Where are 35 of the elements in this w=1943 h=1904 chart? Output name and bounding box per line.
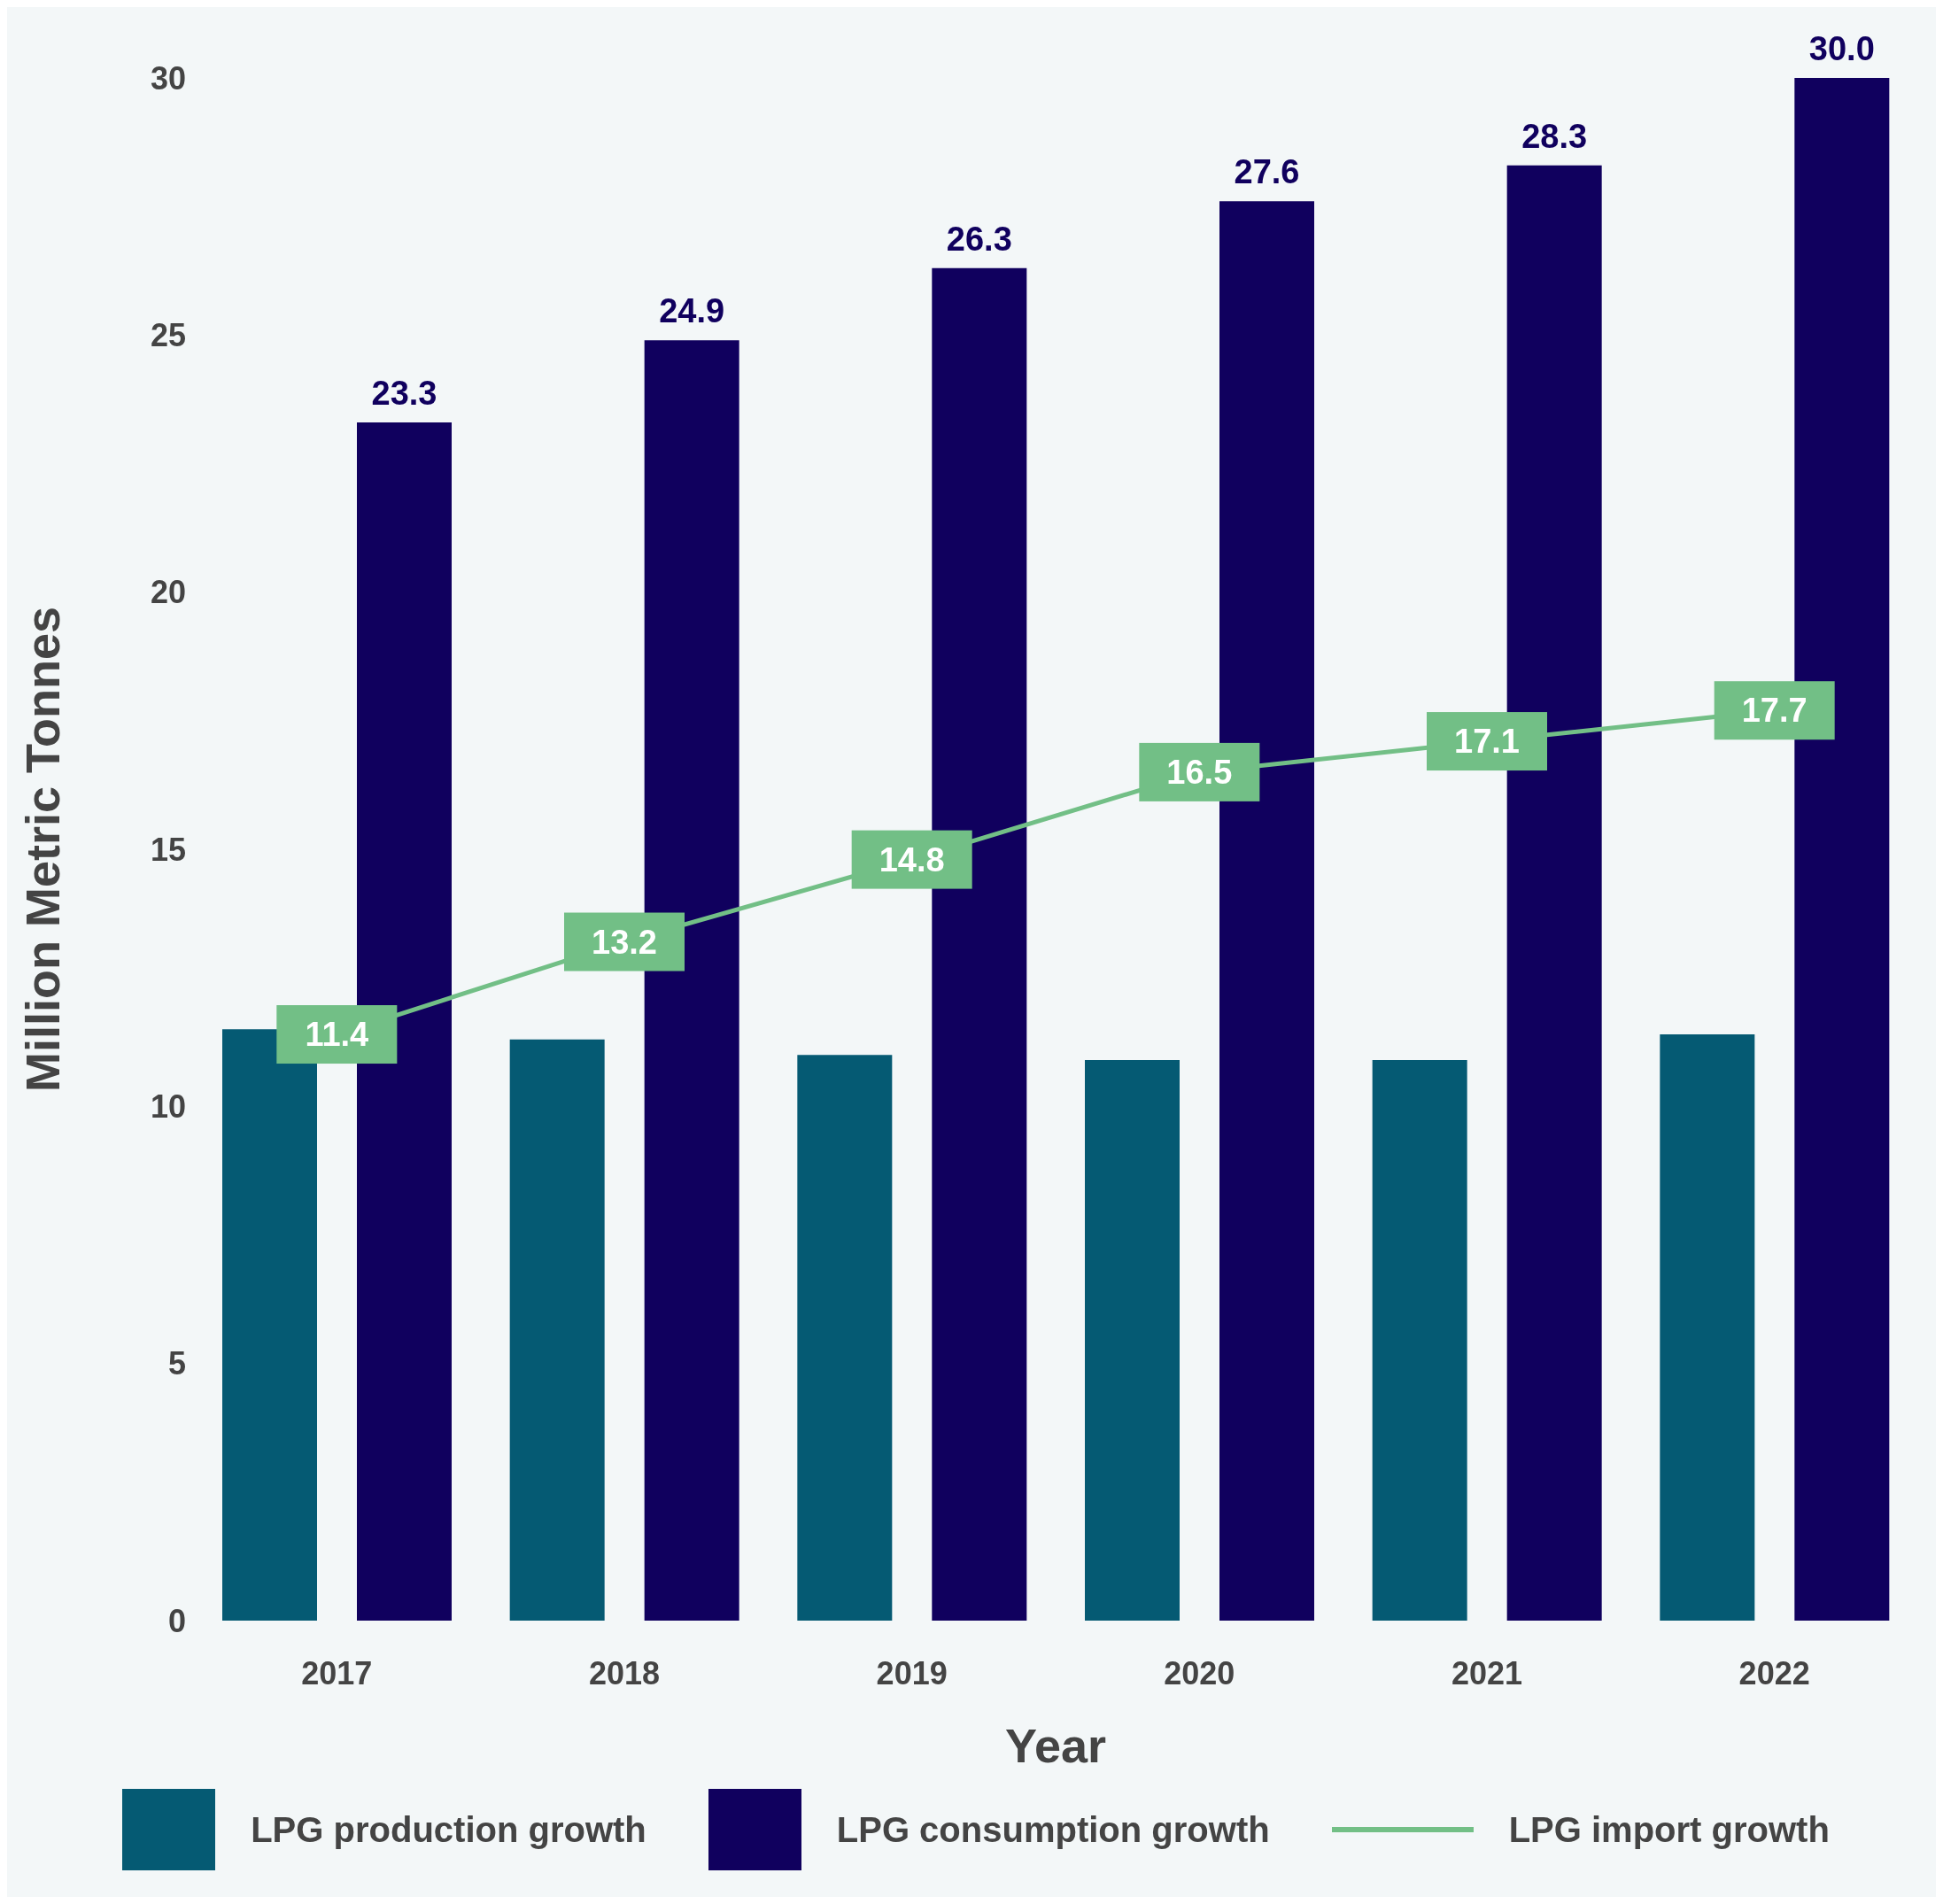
x-tick-label: 2018 bbox=[588, 1654, 661, 1691]
bar bbox=[1085, 1060, 1180, 1621]
legend-label: LPG consumption growth bbox=[836, 1809, 1270, 1850]
x-tick-label: 2019 bbox=[876, 1654, 948, 1691]
x-tick-label: 2017 bbox=[301, 1654, 373, 1691]
data-label: 26.3 bbox=[946, 220, 1012, 258]
y-tick-label: 30 bbox=[150, 59, 186, 97]
y-axis-title: Million Metric Tonnes bbox=[16, 606, 70, 1093]
x-axis-title: Year bbox=[1004, 1719, 1107, 1772]
data-label: 16.5 bbox=[1166, 753, 1233, 791]
data-label: 24.9 bbox=[659, 292, 725, 330]
legend-label: LPG production growth bbox=[251, 1809, 646, 1850]
data-label: 23.3 bbox=[371, 375, 437, 413]
y-tick-label: 15 bbox=[150, 831, 186, 868]
data-label: 14.8 bbox=[879, 840, 945, 878]
x-tick-label: 2020 bbox=[1164, 1654, 1235, 1691]
data-label: 28.3 bbox=[1521, 117, 1588, 155]
data-label: 13.2 bbox=[592, 923, 657, 961]
bar bbox=[1660, 1034, 1755, 1621]
data-label: 27.6 bbox=[1234, 153, 1300, 191]
bar bbox=[509, 1039, 605, 1621]
legend-label: LPG import growth bbox=[1508, 1809, 1830, 1850]
y-tick-label: 20 bbox=[150, 574, 186, 611]
y-tick-label: 0 bbox=[167, 1602, 186, 1639]
data-label: 30.0 bbox=[1808, 30, 1875, 67]
bar bbox=[1372, 1060, 1467, 1621]
data-label: 11.4 bbox=[305, 1016, 369, 1054]
data-label: 17.1 bbox=[1454, 723, 1520, 761]
x-tick-label: 2021 bbox=[1451, 1654, 1523, 1691]
y-tick-label: 10 bbox=[150, 1088, 186, 1126]
y-tick-label: 25 bbox=[150, 317, 186, 354]
y-tick-label: 5 bbox=[167, 1345, 186, 1382]
bar bbox=[797, 1055, 893, 1621]
x-tick-label: 2022 bbox=[1738, 1654, 1810, 1691]
data-label: 17.7 bbox=[1741, 692, 1808, 730]
